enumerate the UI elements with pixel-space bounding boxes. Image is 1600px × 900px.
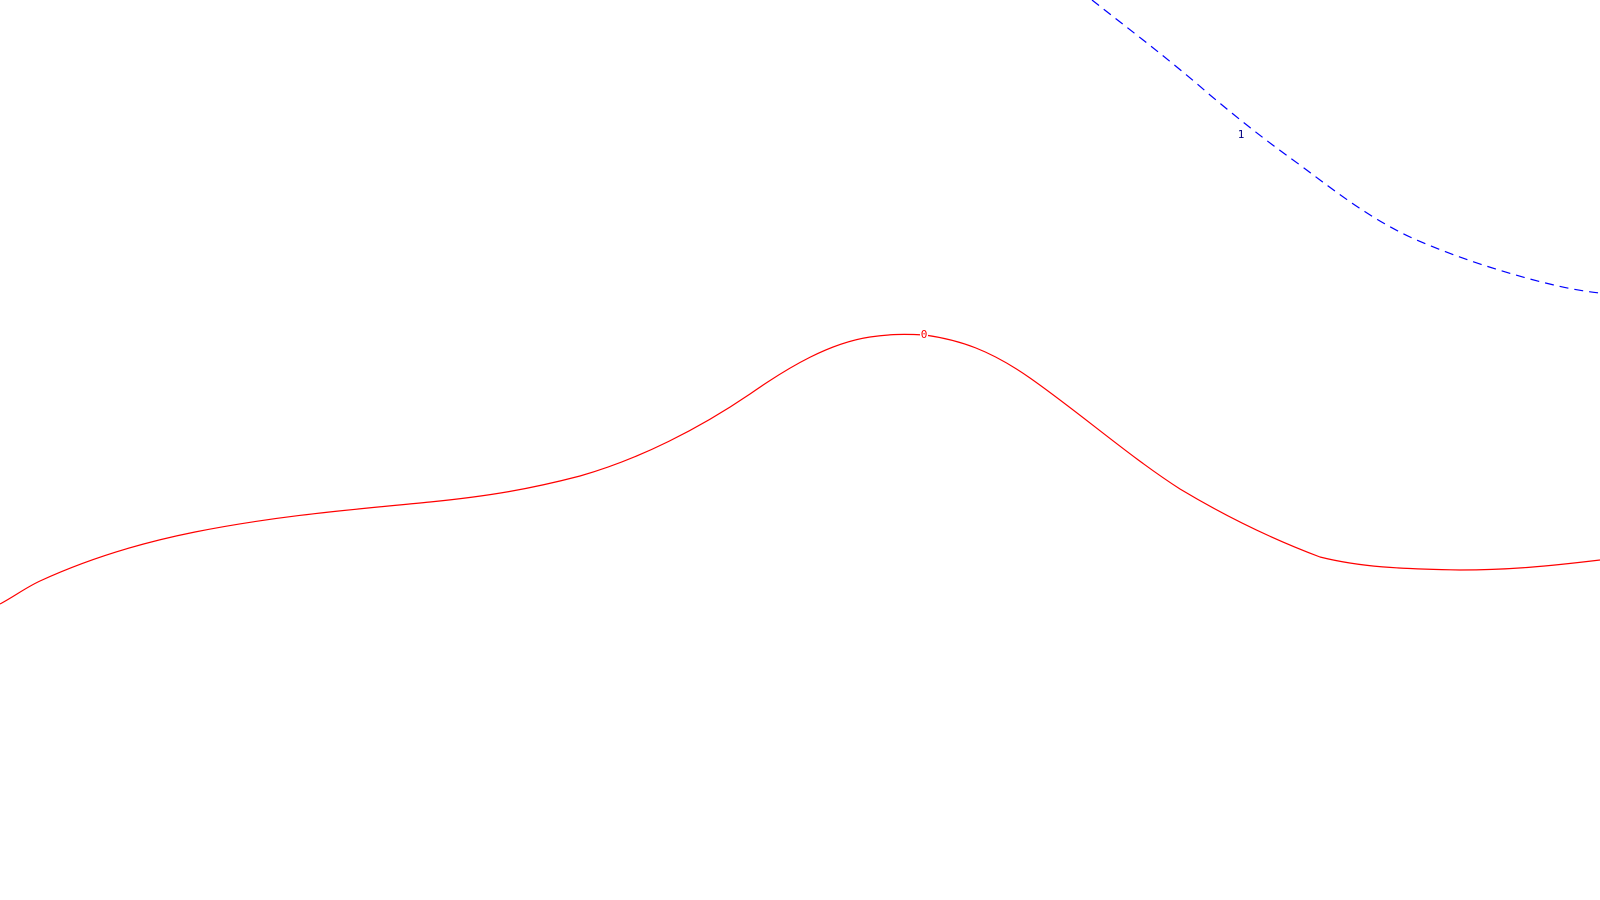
contour-label-0: 0 bbox=[921, 328, 928, 341]
contour-line-0 bbox=[0, 333, 1600, 605]
contour-line-1 bbox=[1091, 0, 1600, 294]
contour-label-1: 1 bbox=[1238, 128, 1245, 141]
